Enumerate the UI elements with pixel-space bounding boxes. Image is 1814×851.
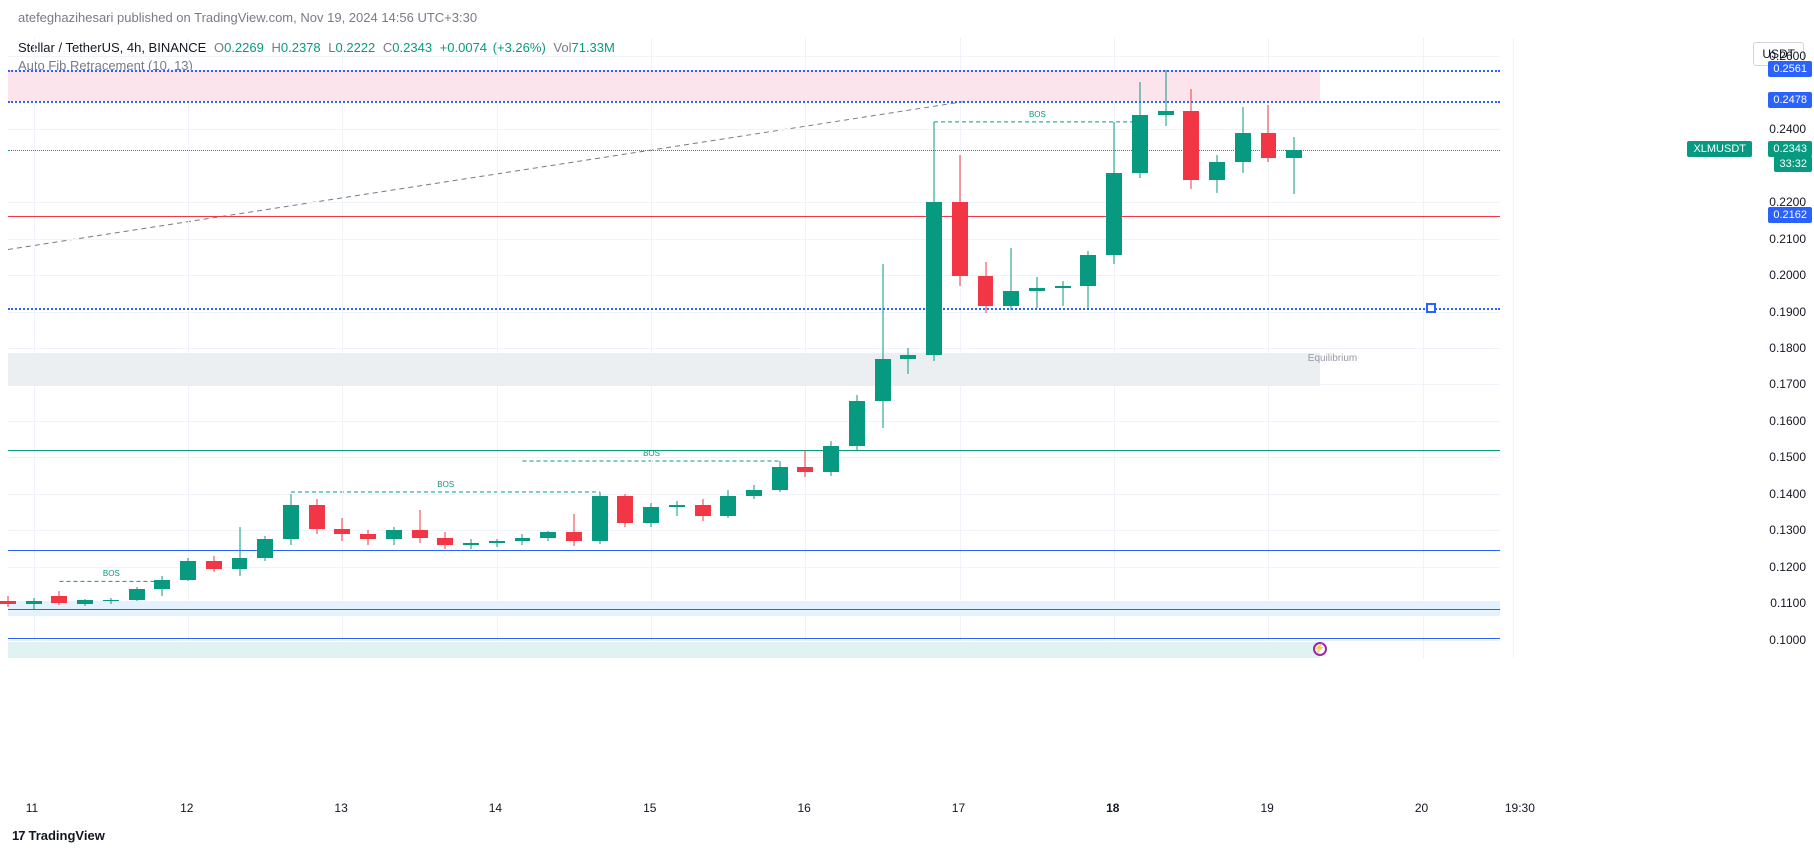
x-tick: 20 [1415, 801, 1428, 815]
h-line [8, 308, 1500, 310]
timestamp: Nov 19, 2024 14:56 UTC+3:30 [300, 10, 477, 25]
marker-circle-icon: ⚡ [1313, 642, 1327, 656]
x-tick: 19 [1260, 801, 1273, 815]
h-line [8, 101, 1500, 103]
bos-label: BOS [437, 480, 454, 489]
y-tick: 0.1500 [1769, 450, 1806, 464]
y-tick: 0.2100 [1769, 232, 1806, 246]
y-axis-label: 0.2478 [1768, 92, 1812, 108]
y-tick: 0.1600 [1769, 414, 1806, 428]
tv-text: TradingView [28, 828, 104, 843]
zone [8, 642, 1320, 658]
marker-square [1426, 303, 1436, 313]
bos-label: BOS [103, 569, 120, 578]
h-line [8, 550, 1500, 551]
x-tick: 14 [489, 801, 502, 815]
y-tick: 0.1300 [1769, 523, 1806, 537]
x-tick: 18 [1106, 801, 1119, 815]
h-line [8, 216, 1500, 217]
x-tick: 15 [643, 801, 656, 815]
y-tick: 0.1200 [1769, 560, 1806, 574]
bos-label: BOS [643, 449, 660, 458]
zone [8, 353, 1320, 386]
x-axis[interactable]: 1112131415161718192019:30 [8, 801, 1500, 821]
h-line [8, 609, 1500, 610]
tv-icon: 17 [12, 828, 24, 843]
y-axis-label: 33:32 [1774, 156, 1812, 172]
zone [8, 70, 1320, 100]
chart-area[interactable]: BOS BOS BOS BOS Equilibrium ⚡ [8, 38, 1500, 658]
x-tick: 12 [180, 801, 193, 815]
y-tick: 0.1800 [1769, 341, 1806, 355]
y-axis[interactable]: 0.26000.24000.22000.21000.20000.19000.18… [1754, 38, 1814, 658]
y-tick: 0.2000 [1769, 268, 1806, 282]
x-tick: 16 [797, 801, 810, 815]
y-tick: 0.1000 [1769, 633, 1806, 647]
symbol-tag: XLMUSDT [1693, 143, 1746, 155]
tradingview-logo: 17 TradingView [12, 828, 105, 843]
publish-header: atefeghazihesari published on TradingVie… [18, 10, 477, 25]
symbol-price-label: XLMUSDT [1687, 141, 1752, 157]
x-tick: 11 [26, 801, 38, 815]
x-tick: 19:30 [1505, 801, 1535, 815]
y-tick: 0.1900 [1769, 305, 1806, 319]
published-on: published on TradingView.com, [117, 10, 297, 25]
publisher: atefeghazihesari [18, 10, 113, 25]
equilibrium-label: Equilibrium [1308, 353, 1357, 364]
x-tick: 17 [952, 801, 965, 815]
y-axis-label: 0.2561 [1768, 61, 1812, 77]
x-tick: 13 [334, 801, 347, 815]
h-line [8, 70, 1500, 72]
y-tick: 0.1700 [1769, 377, 1806, 391]
h-line [8, 638, 1500, 639]
y-tick: 0.1100 [1770, 596, 1806, 610]
bos-label: BOS [1029, 110, 1046, 119]
y-tick: 0.1400 [1769, 487, 1806, 501]
h-line [8, 450, 1500, 451]
y-axis-label: 0.2162 [1768, 207, 1812, 223]
y-axis-label: 0.2343 [1768, 141, 1812, 157]
y-tick: 0.2400 [1769, 122, 1806, 136]
